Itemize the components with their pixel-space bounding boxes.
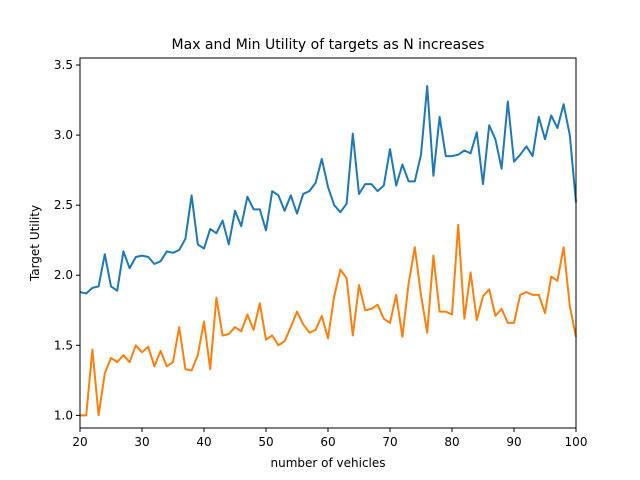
y-axis: 1.0 1.5 2.0 2.5 3.0 3.5 [54,58,80,422]
y-tick-label: 1.5 [54,338,73,352]
y-tick-label: 2.0 [54,268,73,282]
x-tick-label: 100 [565,435,588,449]
x-tick-label: 90 [506,435,521,449]
x-tick-label: 70 [382,435,397,449]
x-tick-label: 20 [72,435,87,449]
chart-title: Max and Min Utility of targets as N incr… [172,37,485,53]
plot-frame [79,57,577,429]
y-tick-label: 3.0 [54,128,73,142]
y-tick-label: 2.5 [54,198,73,212]
x-tick-label: 50 [258,435,273,449]
x-axis-label: number of vehicles [270,456,385,470]
y-axis-label: Target Utility [28,205,42,282]
x-tick-label: 80 [444,435,459,449]
series-line-1 [79,85,577,295]
x-tick-label: 40 [196,435,211,449]
x-axis: 20 30 40 50 60 70 80 90 100 [72,428,587,449]
x-tick-label: 60 [320,435,335,449]
y-tick-label: 1.0 [54,408,73,422]
x-tick-label: 30 [134,435,149,449]
plot-area [79,85,577,417]
y-tick-label: 3.5 [54,58,73,72]
series-line-2 [80,223,577,417]
